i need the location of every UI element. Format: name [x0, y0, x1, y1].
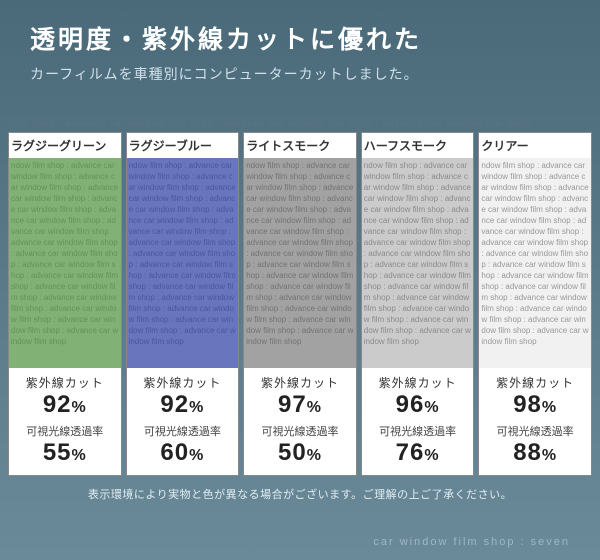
footer-brand: car window film shop : seven: [0, 536, 600, 548]
film-name-label: ライトスモーク: [244, 133, 356, 158]
swatch-color-overlay: [9, 158, 121, 368]
film-swatch: ndow film shop : advance car window film…: [9, 158, 121, 368]
film-name-label: ハーフスモーク: [362, 133, 474, 158]
film-card: ラグジーブルーndow film shop : advance car wind…: [126, 132, 240, 476]
vlt-label: 可視光線透過率: [246, 423, 354, 439]
film-stats: 紫外線カット96% 可視光線透過率76%: [362, 368, 474, 475]
film-name-label: クリアー: [479, 133, 591, 158]
uv-cut-label: 紫外線カット: [129, 374, 237, 391]
vlt-label: 可視光線透過率: [129, 423, 237, 439]
vlt-label: 可視光線透過率: [481, 423, 589, 439]
vlt-value: 76%: [364, 439, 472, 467]
vlt-value: 88%: [481, 439, 589, 467]
disclaimer-text: 表示環境により実物と色が異なる場合がございます。ご理解の上ご了承ください。: [0, 486, 600, 502]
watermark-band-top: film shop : advance car window film shop…: [0, 116, 600, 130]
swatch-color-overlay: [127, 158, 239, 368]
swatch-color-overlay: [244, 158, 356, 368]
vlt-value: 60%: [129, 439, 237, 467]
uv-cut-value: 97%: [246, 391, 354, 419]
film-card: ライトスモークndow film shop : advance car wind…: [243, 132, 357, 476]
film-stats: 紫外線カット98% 可視光線透過率88%: [479, 368, 591, 475]
uv-cut-label: 紫外線カット: [364, 374, 472, 391]
header: 透明度・紫外線カットに優れた カーフィルムを車種別にコンピューターカットしました…: [0, 0, 600, 94]
film-swatch: ndow film shop : advance car window film…: [362, 158, 474, 368]
film-stats: 紫外線カット92% 可視光線透過率55%: [9, 368, 121, 475]
card-row: ラグジーグリーンndow film shop : advance car win…: [0, 132, 600, 476]
swatch-color-overlay: [479, 158, 591, 368]
vlt-value: 55%: [11, 439, 119, 467]
uv-cut-label: 紫外線カット: [11, 374, 119, 391]
film-swatch: ndow film shop : advance car window film…: [479, 158, 591, 368]
film-name-label: ラグジーブルー: [127, 133, 239, 158]
film-swatch: ndow film shop : advance car window film…: [244, 158, 356, 368]
page-subtitle: カーフィルムを車種別にコンピューターカットしました。: [30, 64, 570, 84]
uv-cut-value: 92%: [11, 391, 119, 419]
vlt-label: 可視光線透過率: [364, 423, 472, 439]
uv-cut-value: 98%: [481, 391, 589, 419]
film-name-label: ラグジーグリーン: [9, 133, 121, 158]
uv-cut-value: 96%: [364, 391, 472, 419]
uv-cut-label: 紫外線カット: [246, 374, 354, 391]
uv-cut-value: 92%: [129, 391, 237, 419]
swatch-color-overlay: [362, 158, 474, 368]
film-stats: 紫外線カット92% 可視光線透過率60%: [127, 368, 239, 475]
film-card: ハーフスモークndow film shop : advance car wind…: [361, 132, 475, 476]
film-swatch: ndow film shop : advance car window film…: [127, 158, 239, 368]
vlt-value: 50%: [246, 439, 354, 467]
film-stats: 紫外線カット97% 可視光線透過率50%: [244, 368, 356, 475]
film-card: ラグジーグリーンndow film shop : advance car win…: [8, 132, 122, 476]
film-card: クリアーndow film shop : advance car window …: [478, 132, 592, 476]
uv-cut-label: 紫外線カット: [481, 374, 589, 391]
page-title: 透明度・紫外線カットに優れた: [30, 20, 570, 56]
vlt-label: 可視光線透過率: [11, 423, 119, 439]
